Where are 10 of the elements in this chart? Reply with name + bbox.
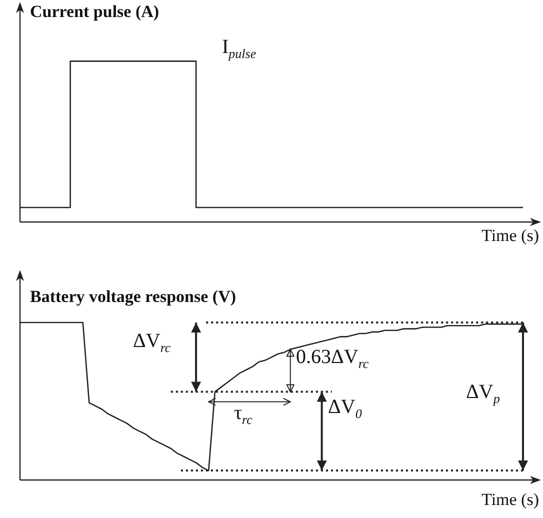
annotation: ΔV$_{p}$ [466,381,500,407]
chart-title: Current pulse (A) [30,2,160,22]
annotation: ΔV$_{0}$ [328,396,362,422]
annotation: 0.63ΔV$_{rc}$ [296,346,369,372]
x-axis-title: Time (s) [482,490,539,510]
text: I$_{pulse}$ [222,36,256,62]
x-axis-title: Time (s) [482,226,539,246]
annotation: τ$_{rc}$ [234,402,252,428]
chart-title: Battery voltage response (V) [30,287,236,307]
annotation: ΔV$_{rc}$ [133,330,171,356]
